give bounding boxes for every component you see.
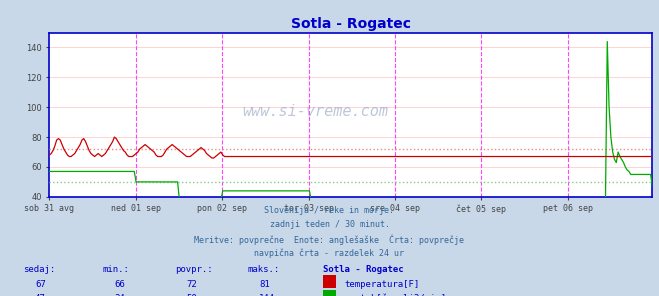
- Text: Meritve: povprečne  Enote: anglešaške  Črta: povprečje: Meritve: povprečne Enote: anglešaške Črt…: [194, 234, 465, 244]
- Text: zadnji teden / 30 minut.: zadnji teden / 30 minut.: [270, 220, 389, 229]
- Text: maks.:: maks.:: [247, 265, 279, 274]
- Text: 81: 81: [259, 280, 270, 289]
- Text: Sotla - Rogatec: Sotla - Rogatec: [323, 265, 403, 274]
- Text: Slovenija / reke in morje.: Slovenija / reke in morje.: [264, 206, 395, 215]
- Text: 66: 66: [114, 280, 125, 289]
- Text: 67: 67: [35, 280, 45, 289]
- Text: 50: 50: [186, 294, 197, 296]
- Text: 72: 72: [186, 280, 197, 289]
- Text: navpična črta - razdelek 24 ur: navpična črta - razdelek 24 ur: [254, 248, 405, 258]
- Text: sedaj:: sedaj:: [23, 265, 55, 274]
- Text: min.:: min.:: [102, 265, 129, 274]
- Text: 34: 34: [114, 294, 125, 296]
- Text: 144: 144: [259, 294, 275, 296]
- Text: www.si-vreme.com: www.si-vreme.com: [243, 104, 388, 119]
- Text: povpr.:: povpr.:: [175, 265, 212, 274]
- Text: pretok[čevelj3/min]: pretok[čevelj3/min]: [344, 294, 446, 296]
- Text: temperatura[F]: temperatura[F]: [344, 280, 419, 289]
- Text: 47: 47: [35, 294, 45, 296]
- Title: Sotla - Rogatec: Sotla - Rogatec: [291, 17, 411, 31]
